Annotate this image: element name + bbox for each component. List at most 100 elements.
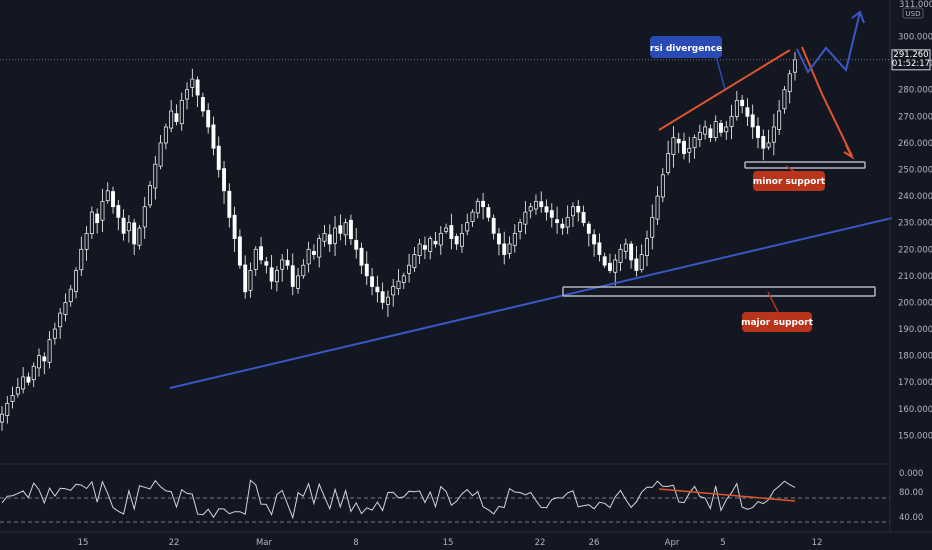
candle — [613, 254, 618, 286]
candle — [259, 237, 263, 265]
currency-badge[interactable] — [902, 7, 924, 19]
candle — [301, 259, 306, 279]
candle — [280, 254, 285, 282]
last-price-value: 291.260 — [893, 50, 928, 60]
candle — [660, 168, 665, 203]
candle — [734, 90, 739, 121]
candle — [586, 221, 591, 247]
candle — [761, 129, 766, 161]
candle — [137, 225, 142, 250]
candle — [243, 255, 248, 299]
price-axis-tick: 170.000 — [898, 378, 932, 388]
last-price-box: 291.260 01:52:17 — [891, 49, 931, 71]
candle — [354, 228, 359, 259]
price-axis-tick: 260.000 — [898, 139, 932, 149]
currency-label: USD — [906, 10, 921, 18]
ascending-trendline[interactable] — [169, 217, 893, 389]
time-axis-label: 26 — [589, 538, 600, 548]
candle — [597, 233, 602, 262]
candle — [650, 204, 655, 250]
bullish-projection[interactable] — [796, 11, 861, 74]
candle — [623, 238, 628, 260]
candle — [364, 251, 369, 286]
candle — [655, 186, 660, 225]
candle — [428, 235, 433, 260]
candle — [576, 199, 581, 222]
candle — [21, 367, 26, 394]
time-axis-label: 22 — [169, 538, 180, 548]
candle — [179, 92, 184, 131]
candle — [317, 234, 322, 268]
candle — [95, 208, 100, 234]
candle — [713, 115, 718, 142]
candle — [68, 285, 73, 307]
time-axis-label: 5 — [720, 538, 725, 548]
rsi-axis-tick: 0.000 — [899, 469, 923, 479]
rsi-divergence-label: rsi divergence — [650, 44, 722, 54]
time-axis-label: 8 — [353, 538, 358, 548]
candle — [639, 244, 644, 273]
rsi-axis-tick: 40.00 — [899, 513, 923, 523]
bearish-arrowhead — [843, 144, 855, 160]
candle — [470, 209, 475, 227]
time-axis-label: 15 — [78, 538, 89, 548]
candle — [777, 100, 782, 135]
candle — [676, 132, 681, 154]
rsi-axis-tick: 80.00 — [899, 488, 923, 498]
candle — [396, 269, 401, 296]
minor-support-callout[interactable]: minor support — [753, 165, 826, 191]
candle — [26, 372, 31, 386]
candle — [750, 104, 755, 139]
candle — [602, 252, 607, 269]
candle — [385, 290, 390, 317]
candle — [634, 246, 639, 277]
candle — [507, 236, 512, 259]
candle — [79, 236, 84, 276]
candle — [185, 82, 189, 110]
candle — [296, 268, 301, 294]
time-axis-label: 22 — [535, 538, 546, 548]
price-axis-tick: 230.000 — [898, 219, 932, 229]
candle — [348, 214, 353, 246]
candle — [756, 117, 760, 149]
price-axis-tick: 190.000 — [898, 325, 932, 335]
candle — [15, 377, 20, 398]
candle — [787, 69, 792, 104]
candle — [682, 132, 686, 160]
candle — [544, 199, 549, 221]
candle — [74, 267, 78, 299]
major-support-callout[interactable]: major support — [741, 291, 814, 332]
candle — [132, 218, 137, 256]
candle — [740, 94, 745, 114]
candle — [42, 352, 47, 375]
price-axis-tick: 150.000 — [898, 431, 932, 441]
candle — [687, 136, 692, 163]
rsi-divergence-callout[interactable]: rsi divergence — [650, 36, 726, 90]
candle — [370, 268, 375, 296]
candle — [475, 198, 480, 219]
rsi-divergence-line — [658, 488, 796, 502]
price-axis-top-label: 311.000 — [899, 0, 932, 10]
candle — [322, 224, 327, 247]
candle — [459, 223, 464, 253]
candle — [211, 116, 216, 156]
bearish-projection[interactable] — [801, 46, 853, 157]
candle — [703, 120, 708, 140]
candle — [539, 191, 544, 213]
candle — [84, 226, 89, 261]
candle — [163, 123, 168, 150]
candle — [518, 218, 523, 240]
rsi-pane[interactable] — [0, 479, 890, 523]
price-divergence-line[interactable] — [658, 49, 791, 131]
major-support-zone[interactable] — [562, 286, 876, 297]
candle — [618, 244, 623, 272]
candle — [10, 386, 15, 409]
price-axis-tick: 300.000 — [898, 33, 932, 43]
candle — [771, 113, 776, 156]
candle — [248, 262, 253, 298]
time-axis[interactable]: 15 22 Mar 8 15 22 26 Apr 5 12 — [78, 538, 823, 548]
minor-support-zone[interactable] — [744, 161, 866, 169]
candle — [565, 205, 570, 235]
